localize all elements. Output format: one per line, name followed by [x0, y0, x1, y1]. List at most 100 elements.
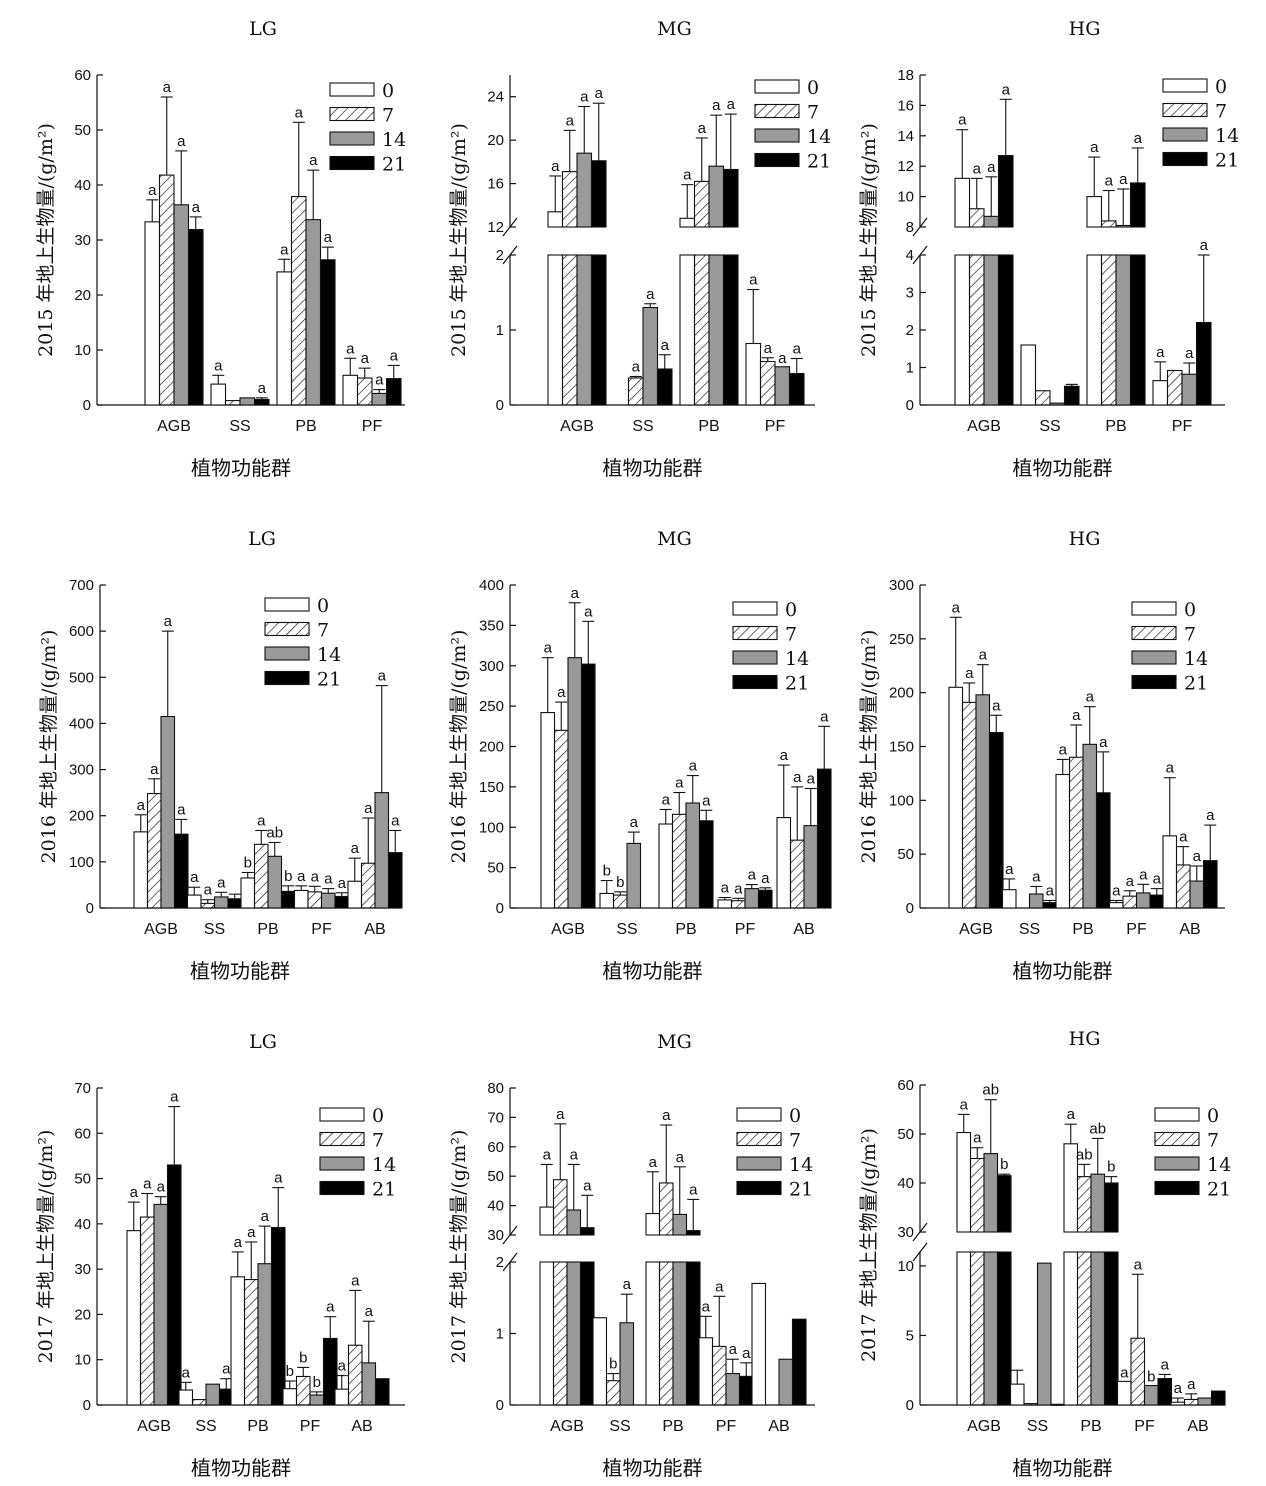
significance-label: a: [1090, 139, 1099, 156]
legend-swatch: [736, 1107, 782, 1122]
significance-label: a: [987, 159, 996, 176]
significance-label: a: [556, 1106, 565, 1123]
significance-label: a: [595, 85, 604, 102]
significance-label: a: [676, 1149, 685, 1166]
bar: [757, 889, 773, 909]
bar-lower: [547, 254, 564, 406]
y-tick-label: 12: [897, 158, 914, 175]
significance-label: a: [157, 1179, 166, 1196]
y-tick-label: 16: [487, 176, 504, 193]
significance-label: a: [164, 613, 173, 630]
significance-label: a: [623, 1276, 632, 1293]
significance-label: a: [960, 1096, 969, 1113]
bar: [126, 1230, 142, 1406]
y-tick-label: 30: [487, 1227, 504, 1244]
significance-label: a: [702, 1298, 711, 1315]
bar: [1170, 1401, 1186, 1406]
bar: [276, 271, 293, 406]
bar: [133, 831, 149, 909]
bar-upper: [1100, 220, 1117, 228]
significance-label: a: [222, 1361, 231, 1378]
y-tick-label: 4: [906, 247, 914, 264]
y-tick-label: 300: [889, 577, 914, 594]
bar: [948, 686, 964, 909]
significance-label: a: [807, 770, 816, 787]
significance-label: a: [1059, 741, 1068, 758]
bar-lower: [1076, 1251, 1092, 1406]
bar: [227, 898, 243, 909]
legend-label: 14: [1184, 648, 1208, 670]
significance-label: a: [1119, 171, 1128, 188]
significance-label: a: [258, 380, 267, 397]
y-tick-label: 200: [889, 685, 914, 702]
significance-label: a: [1072, 707, 1081, 724]
y-tick-label: 5: [906, 1327, 914, 1344]
y-tick-label: 60: [897, 1077, 914, 1094]
x-tick-label: PF: [735, 921, 756, 938]
legend-label: 7: [1184, 624, 1196, 646]
significance-label: ab: [266, 824, 283, 841]
significance-label: a: [324, 871, 333, 888]
legend-swatch: [1154, 1180, 1200, 1196]
bar: [1183, 1398, 1199, 1406]
bar: [178, 1389, 194, 1406]
bar: [788, 372, 805, 406]
bar-upper: [576, 152, 593, 228]
bar-lower: [1129, 254, 1146, 406]
significance-label: a: [1099, 734, 1108, 751]
y-axis-label: 2015 年地上生物量/(g/m²): [35, 123, 57, 357]
bar-upper: [983, 215, 1000, 228]
significance-label: ab: [982, 1082, 999, 1099]
significance-label: a: [170, 1089, 179, 1106]
chart-title: LG: [249, 1031, 277, 1053]
bar: [257, 1263, 273, 1406]
y-tick-label: 8: [906, 219, 914, 236]
significance-label: a: [378, 668, 387, 685]
bar: [658, 823, 674, 909]
x-tick-label: PF: [300, 1418, 321, 1435]
legend-label: 14: [1207, 1154, 1231, 1176]
chart-title: MG: [657, 18, 692, 40]
bar: [1108, 902, 1124, 909]
significance-label: a: [257, 812, 266, 829]
significance-label: a: [1086, 689, 1095, 706]
significance-label: a: [557, 684, 566, 701]
x-tick-label: SS: [1019, 921, 1040, 938]
x-tick-label: AGB: [550, 1418, 584, 1435]
significance-label: a: [192, 199, 201, 216]
y-tick-label: 10: [74, 342, 91, 359]
x-tick-label: AGB: [157, 418, 191, 435]
bar-upper: [1086, 196, 1103, 228]
bar: [309, 1394, 325, 1406]
legend-label: 0: [785, 599, 797, 621]
bar-upper: [722, 168, 739, 228]
y-tick-label: 0: [906, 1397, 914, 1414]
bar: [592, 1317, 608, 1406]
x-tick-label: PB: [662, 1418, 683, 1435]
y-tick-label: 50: [487, 860, 504, 877]
y-tick-label: 40: [74, 177, 91, 194]
bar: [290, 196, 307, 406]
bar: [160, 715, 176, 909]
y-tick-label: 3: [906, 285, 914, 302]
significance-label: b: [1000, 1156, 1008, 1173]
bar: [1175, 864, 1191, 909]
chart-panel-6: HG 0 50 100 150 200 250 300 2016 年地上生物量/(g/m²) 植物…: [858, 528, 1225, 983]
significance-label: a: [280, 241, 289, 258]
significance-label: a: [326, 1299, 335, 1316]
significance-label: a: [1187, 1376, 1196, 1393]
x-tick-label: SS: [204, 921, 225, 938]
bar: [387, 852, 403, 909]
bar: [1149, 894, 1165, 909]
significance-label: a: [324, 229, 333, 246]
y-tick-label: 60: [487, 1139, 504, 1156]
bar: [319, 259, 336, 406]
bar: [144, 221, 161, 406]
y-axis-label: 2015 年地上生物量/(g/m²): [858, 123, 880, 357]
significance-label: a: [274, 1170, 283, 1187]
legend-label: 14: [789, 1154, 813, 1176]
x-axis-label: 植物功能群: [1013, 456, 1113, 480]
significance-label: a: [1126, 873, 1135, 890]
bar-upper: [1115, 224, 1132, 228]
significance-label: a: [1002, 81, 1011, 98]
